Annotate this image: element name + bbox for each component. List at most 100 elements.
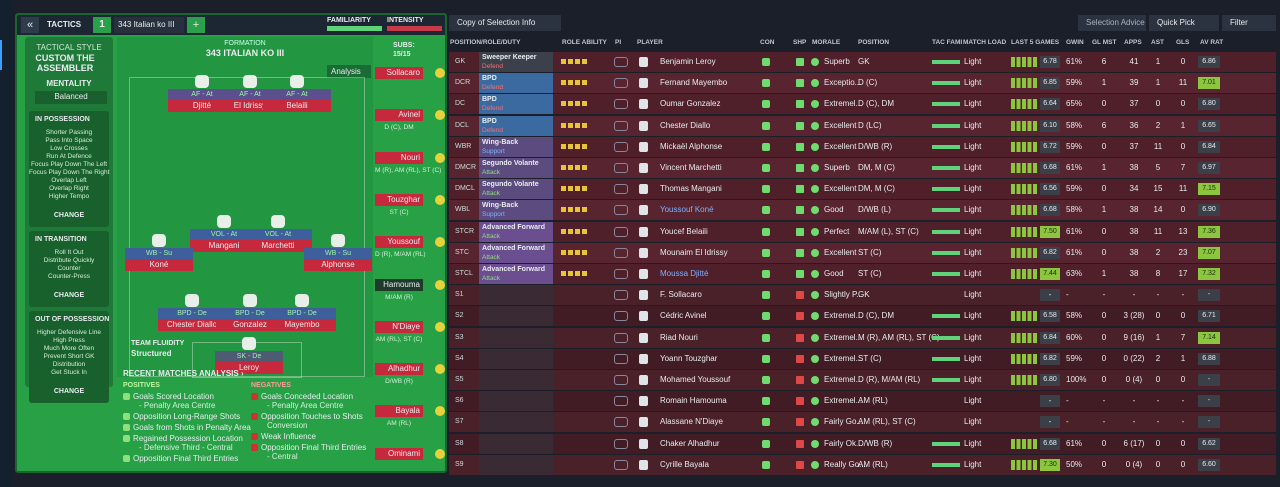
player-row[interactable]: S8 Chaker Alhadhur Fairly Ok... D/WB (R) Lig… [449, 433, 1276, 454]
player-name[interactable]: Alphonse [304, 259, 372, 271]
sub-name[interactable]: Alhadhur [375, 363, 423, 376]
player-name[interactable]: Fernand Mayembo [660, 78, 728, 88]
column-header[interactable]: AST [1151, 39, 1164, 46]
column-header[interactable]: AV RAT [1200, 39, 1224, 46]
subs-column: SUBS: 15/15 Sollacaro Avinel D (C), DM Nouri M… [373, 37, 445, 471]
player-name[interactable]: Belaili [263, 100, 331, 112]
player-shirt [639, 99, 648, 110]
sub-name[interactable]: Sollacaro [375, 67, 423, 79]
player-row[interactable]: DMCL Segundo Volante Attack Thomas Mangani E… [449, 179, 1276, 200]
player-name[interactable]: Youssouf Koné [660, 205, 714, 215]
shp-icon [796, 142, 804, 151]
player-row[interactable]: WBR Wing-Back Support Mickaël Alphonse Excel… [449, 136, 1276, 157]
player-name[interactable]: Chaker Alhadhur [660, 438, 720, 448]
column-header[interactable]: GL MST [1092, 39, 1117, 46]
column-header[interactable]: POSITION/ROLE/DUTY [450, 39, 521, 46]
player-row[interactable]: DCR BPD Defend Fernand Mayembo Exceptio... D … [449, 73, 1276, 94]
player-name[interactable]: Cédric Avinel [660, 311, 707, 321]
column-header[interactable]: MATCH LOAD [963, 39, 1007, 46]
column-header[interactable]: MORALE [812, 39, 841, 46]
player-name[interactable]: Riad Nouri [660, 332, 698, 342]
analysis-button[interactable]: Analysis [327, 65, 371, 78]
player-name[interactable]: Yoann Touzghar [660, 353, 718, 363]
add-tactic[interactable]: + [187, 17, 205, 33]
player-row[interactable]: WBL Wing-Back Support Youssouf Koné Good D/WB… [449, 200, 1276, 221]
change-button[interactable]: CHANGE [53, 212, 85, 219]
player-name[interactable]: Mayembo [268, 319, 336, 331]
sub-name[interactable]: Ominami [375, 447, 423, 460]
selection-advice[interactable]: Selection Advice [1078, 15, 1146, 31]
player-row[interactable]: STCL Advanced Forward Attack Moussa Djitté G… [449, 264, 1276, 284]
player-row[interactable]: DMCR Segundo Volante Attack Vincent Marchet… [449, 158, 1276, 178]
shp-icon [796, 270, 804, 278]
player-name[interactable]: Gonzalez [216, 319, 284, 331]
column-header[interactable]: PI [615, 39, 622, 46]
player-name[interactable]: Leroy [215, 362, 283, 374]
player-row[interactable]: DC BPD Defend Oumar Gonzalez Extremel... D (C… [449, 94, 1276, 115]
formation-name[interactable]: 343 ITALIAN KO III [205, 48, 285, 58]
player-name[interactable]: Marchetti [244, 240, 312, 252]
player-name[interactable]: Romain Hamouma [660, 396, 727, 406]
column-header[interactable]: POSITION [858, 39, 890, 46]
change-button[interactable]: CHANGE [53, 292, 85, 299]
column-header[interactable]: LAST 5 GAMES [1011, 39, 1060, 46]
player-row[interactable]: S5 Mohamed Youssouf Extremel... D (R), M/AM… [449, 370, 1276, 390]
column-header[interactable]: APPS [1124, 39, 1142, 46]
position: GK [858, 57, 870, 66]
player-row[interactable]: STC Advanced Forward Attack Mounaim El Idri… [449, 242, 1276, 263]
role-cell [479, 285, 553, 306]
column-header[interactable]: TAC FAMI [932, 39, 963, 46]
sub-name[interactable]: Bayala [375, 405, 423, 418]
view-dropdown[interactable]: Copy of Selection Info [449, 15, 561, 31]
filter[interactable]: Filter [1222, 15, 1276, 31]
player-row[interactable]: S1 F. Sollacaro Slightly P... GK Light - - - - - -… [449, 285, 1276, 306]
player-name[interactable]: Chester Diallo [158, 319, 226, 331]
player-name[interactable]: Mangani [190, 240, 258, 252]
player-row[interactable]: S7 Alassane N'Diaye Fairly Go... AM (RL), S… [449, 412, 1276, 433]
player-name[interactable]: Mickaël Alphonse [660, 141, 723, 151]
player-name[interactable]: Cyrille Bayala [660, 459, 709, 469]
player-name[interactable]: Vincent Marchetti [660, 163, 722, 172]
sub-name[interactable]: N'Diaye [375, 320, 423, 333]
player-row[interactable]: S3 Riad Nouri Extremel... M (R), AM (RL), S… [449, 327, 1276, 348]
player-name[interactable]: Alassane N'Diaye [660, 417, 723, 427]
mentality-dropdown[interactable]: Balanced [35, 91, 107, 104]
column-header[interactable]: PLAYER [637, 39, 663, 46]
player-row[interactable]: S4 Yoann Touzghar Extremel... ST (C) Light 6.… [449, 348, 1276, 369]
column-header[interactable]: CON [760, 39, 775, 46]
sub-name[interactable]: Touzghar [375, 193, 423, 206]
player-name[interactable]: Moussa Djitté [660, 269, 709, 278]
player-name[interactable]: Mounaim El Idrissy [660, 247, 728, 257]
last5-bars [1011, 163, 1037, 173]
player-name[interactable]: F. Sollacaro [660, 290, 702, 300]
sub-name[interactable]: Avinel [375, 109, 423, 122]
recent-title[interactable]: RECENT MATCHES ANALYSIS › [123, 369, 244, 378]
sub-name[interactable]: Youssouf [375, 236, 423, 249]
player-row[interactable]: S9 Cyrille Bayala Really Go... AM (RL) Light… [449, 454, 1276, 475]
player-name[interactable]: Koné [125, 259, 193, 271]
player-row[interactable]: STCR Advanced Forward Attack Youcef Belaili… [449, 221, 1276, 242]
sub-name[interactable]: Nouri [375, 151, 423, 164]
av-rating: 6.88 [1198, 352, 1220, 365]
slot-number[interactable]: 1 [93, 17, 111, 33]
player-row[interactable]: S2 Cédric Avinel Extremel... D (C), DM Light… [449, 306, 1276, 327]
column-header[interactable]: GLS [1176, 39, 1190, 46]
player-name[interactable]: Benjamin Leroy [660, 57, 716, 66]
player-name[interactable]: Youcef Belaili [660, 226, 708, 236]
sub-name[interactable]: Hamouma [375, 278, 423, 291]
back-button[interactable]: « [21, 17, 39, 33]
tactic-selector[interactable]: 343 Italian ko III [114, 17, 184, 33]
column-header[interactable]: GWIN [1066, 39, 1084, 46]
player-row[interactable]: S6 Romain Hamouma Extremel... AM (RL) Light -… [449, 391, 1276, 412]
change-button[interactable]: CHANGE [53, 388, 85, 395]
player-name[interactable]: Chester Diallo [660, 120, 711, 130]
player-row[interactable]: GK Sweeper Keeper Defend Benjamin Leroy Supe… [449, 52, 1276, 72]
player-name[interactable]: Mohamed Youssouf [660, 375, 731, 384]
player-name[interactable]: Thomas Mangani [660, 184, 722, 194]
quick-pick[interactable]: Quick Pick [1149, 15, 1219, 31]
pi-icon [614, 269, 628, 279]
column-header[interactable]: ROLE ABILITY [562, 39, 607, 46]
player-row[interactable]: DCL BPD Defend Chester Diallo Excellent D (LC… [449, 115, 1276, 136]
player-name[interactable]: Oumar Gonzalez [660, 99, 721, 109]
column-header[interactable]: SHP [793, 39, 807, 46]
